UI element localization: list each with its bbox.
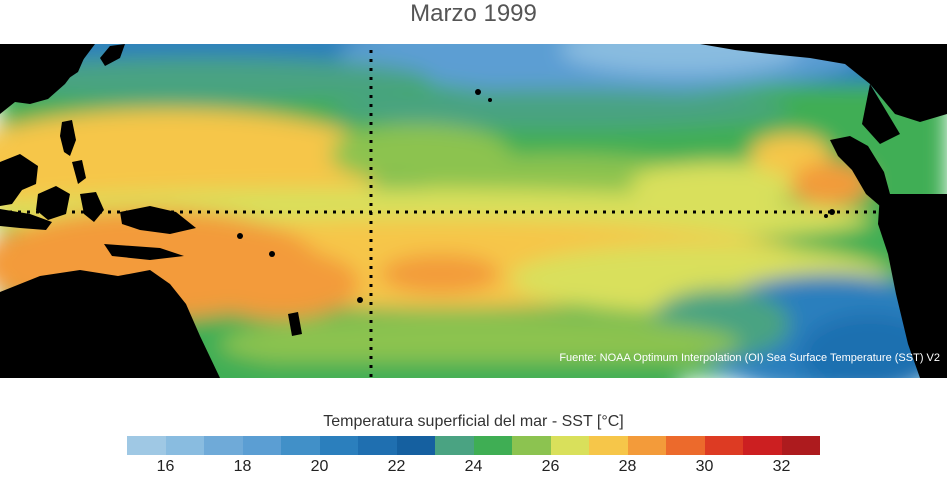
colorbar-swatch-11 [550, 436, 589, 455]
colorbar-tick-label: 18 [233, 458, 252, 475]
land [0, 44, 947, 378]
colorbar-tick-label: 20 [310, 458, 329, 475]
colorbar-swatch-0 [127, 436, 166, 455]
colorbar-swatch-8 [435, 436, 474, 455]
colorbar-swatch-14 [666, 436, 705, 455]
colorbar-swatch-15 [704, 436, 743, 455]
colorbar-tick-label: 26 [541, 458, 560, 475]
colorbar-ticks: 16 18 20 22 24 26 28 30 32 [127, 458, 820, 478]
colorbar-tick-label: 24 [464, 458, 483, 475]
colorbar-swatch-4 [281, 436, 320, 455]
colorbar-tick-label: 16 [156, 458, 175, 475]
colorbar-swatch-5 [319, 436, 358, 455]
colorbar-swatch-9 [473, 436, 512, 455]
map-title: Marzo 1999 [410, 0, 537, 27]
colorbar-title: Temperatura superficial del mar - SST [°… [323, 413, 624, 430]
colorbar-tick-label: 22 [387, 458, 406, 475]
colorbar-swatch-3 [242, 436, 281, 455]
colorbar-swatch-16 [743, 436, 782, 455]
sst-map: Fuente: NOAA Optimum Interpolation (OI) … [0, 44, 947, 378]
colorbar [127, 436, 820, 455]
colorbar-swatch-17 [781, 436, 820, 455]
colorbar-swatch-13 [627, 436, 666, 455]
colorbar-swatch-6 [358, 436, 397, 455]
source-credit: Fuente: NOAA Optimum Interpolation (OI) … [559, 352, 940, 364]
colorbar-swatch-7 [396, 436, 435, 455]
colorbar-swatch-2 [204, 436, 243, 455]
colorbar-tick-label: 30 [695, 458, 714, 475]
colorbar-tick-label: 32 [772, 458, 791, 475]
colorbar-swatch-1 [165, 436, 204, 455]
colorbar-tick-label: 28 [618, 458, 637, 475]
colorbar-swatch-12 [589, 436, 628, 455]
colorbar-swatch-10 [512, 436, 551, 455]
